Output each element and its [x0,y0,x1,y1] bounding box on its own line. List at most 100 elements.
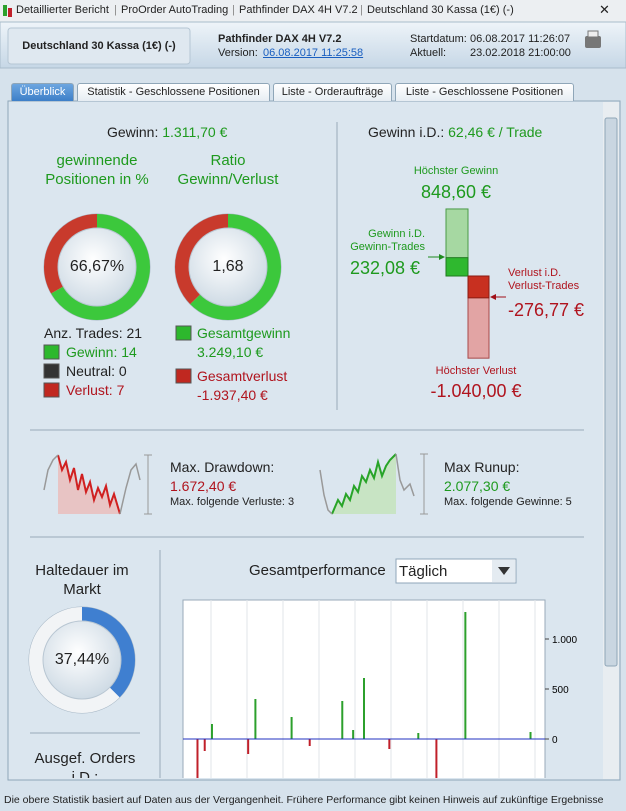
per-trade-row: Gewinn i.D.: 62,46 € / Trade [368,124,542,140]
footer-note: Die obere Statistik basiert auf Daten au… [4,794,604,806]
instrument: Deutschland 30 Kassa (1€) (-) [22,40,176,52]
bar [341,701,344,739]
worst-value: -1.040,00 € [430,381,522,401]
runup-value: 2.077,30 € [444,478,511,494]
avg-loss-bar [467,275,490,299]
loss-count: Verlust: 7 [66,382,125,398]
ratio-value: 1,68 [212,258,244,275]
bar [464,612,467,739]
runup-icon [319,453,428,515]
print-icon[interactable] [587,30,599,38]
holding-title: Haltedauer im Markt [35,562,129,598]
current-label: Aktuell: [410,47,447,59]
title-item[interactable]: ProOrder AutoTrading [121,4,229,16]
legend-swatch [43,344,60,360]
bar [388,739,391,749]
drawdown-icon [43,454,152,515]
avg-loss-value: -276,77 € [508,300,585,320]
footer-bar [0,790,626,811]
version-label: Version: [218,47,258,59]
bar [210,724,213,739]
tab[interactable]: Liste - Orderaufträge [273,83,392,101]
bar [203,739,206,751]
donut-center [188,227,268,307]
legend-swatch [175,325,192,341]
bar [363,678,365,739]
title-item[interactable]: Detaillierter Bericht [16,4,109,16]
y-tick-label: 0 [552,735,558,746]
drawdown-label: Max. Drawdown: [170,459,275,475]
bar [290,717,293,739]
tab[interactable]: Liste - Geschlossene Positionen [395,83,574,101]
version-link[interactable]: 06.08.2017 11:25:58 [263,47,364,59]
worst-label: Höchster Verlust [435,365,517,377]
win-arc [44,214,150,320]
bar [352,730,355,739]
start-date: 06.08.2017 11:26:07 [470,33,571,45]
per-trade-value: 62,46 € / Trade [448,124,543,140]
bar [196,739,199,778]
runup-note: Max. folgende Gewinne: 5 [444,496,572,508]
gross-loss-label: Gesamtverlust [197,368,288,384]
per-trade-label: Gewinn i.D.: [368,124,445,140]
title-item[interactable]: Pathfinder DAX 4H V7.2 [239,4,358,16]
instrument-box [7,27,191,65]
neutral-count: Neutral: 0 [66,363,127,379]
avg-win-bar [445,257,469,277]
scroll-thumb[interactable] [604,117,618,667]
donut-center [42,620,122,700]
title-bar [0,0,626,22]
y-tick-label: 1.000 [552,635,577,646]
best-value: 848,60 € [420,182,492,202]
title-item[interactable]: Deutschland 30 Kassa (1€) (-) [367,4,514,16]
close-button[interactable]: ✕ [599,2,610,17]
gross-gain-label: Gesamtgewinn [197,325,291,341]
loss-arc [44,214,150,320]
avg-loss-label: Verlust i.D. Verlust-Trades [508,267,580,292]
orders-title: Ausgef. Orders i.D.: [34,750,136,778]
winning-pct: 66,67% [69,258,125,275]
drawdown-note: Max. folgende Verluste: 3 [170,496,295,508]
avg-win-label: Gewinn i.D. Gewinn-Trades [350,228,425,253]
tab[interactable]: Überblick [11,83,74,101]
gross-gain: 3.249,10 € [197,344,264,360]
y-tick-label: 500 [552,685,569,696]
legend-swatch [43,363,60,379]
legend-swatch [43,382,60,398]
idle-arc [29,607,135,713]
gross-loss: -1.937,40 € [197,387,268,403]
bar [308,739,311,746]
gain-arc [175,214,281,320]
plot-marks [183,612,545,778]
app-icon [8,8,12,17]
avg-win-value: 232,08 € [350,258,421,278]
dropdown-arrow[interactable] [498,567,510,575]
legend-swatch [175,368,192,384]
drawdown-value: 1.672,40 € [170,478,237,494]
orders-clip: Ausgef. Orders i.D.: [8,740,158,778]
gain-value: 1.311,70 € [162,124,228,140]
bar [254,699,257,739]
donut-center [57,227,137,307]
app-icon [3,5,7,16]
print-icon[interactable] [585,36,601,48]
ratio-title: Ratio Gewinn/Verlust [177,152,279,188]
bar [529,732,532,739]
gain-row: Gewinn: 1.311,70 € [107,124,227,140]
best-label: Höchster Gewinn [413,165,499,177]
tab[interactable]: Statistik - Geschlossene Positionen [77,83,270,101]
period-value[interactable]: Täglich [399,563,448,580]
start-label: Startdatum: [410,33,467,45]
chart-title: Gesamtperformance [249,562,386,579]
win-count: Gewinn: 14 [66,344,137,360]
system-name: Pathfinder DAX 4H V7.2 [218,33,342,45]
bar [435,739,438,778]
runup-label: Max Runup: [444,459,520,475]
loss-arc [175,214,281,320]
holding-pct: 37,44% [54,651,110,668]
gain-label: Gewinn: [107,124,159,140]
trades-label: Anz. Trades: 21 [44,325,143,341]
winning-title: gewinnende Positionen in % [45,152,149,188]
